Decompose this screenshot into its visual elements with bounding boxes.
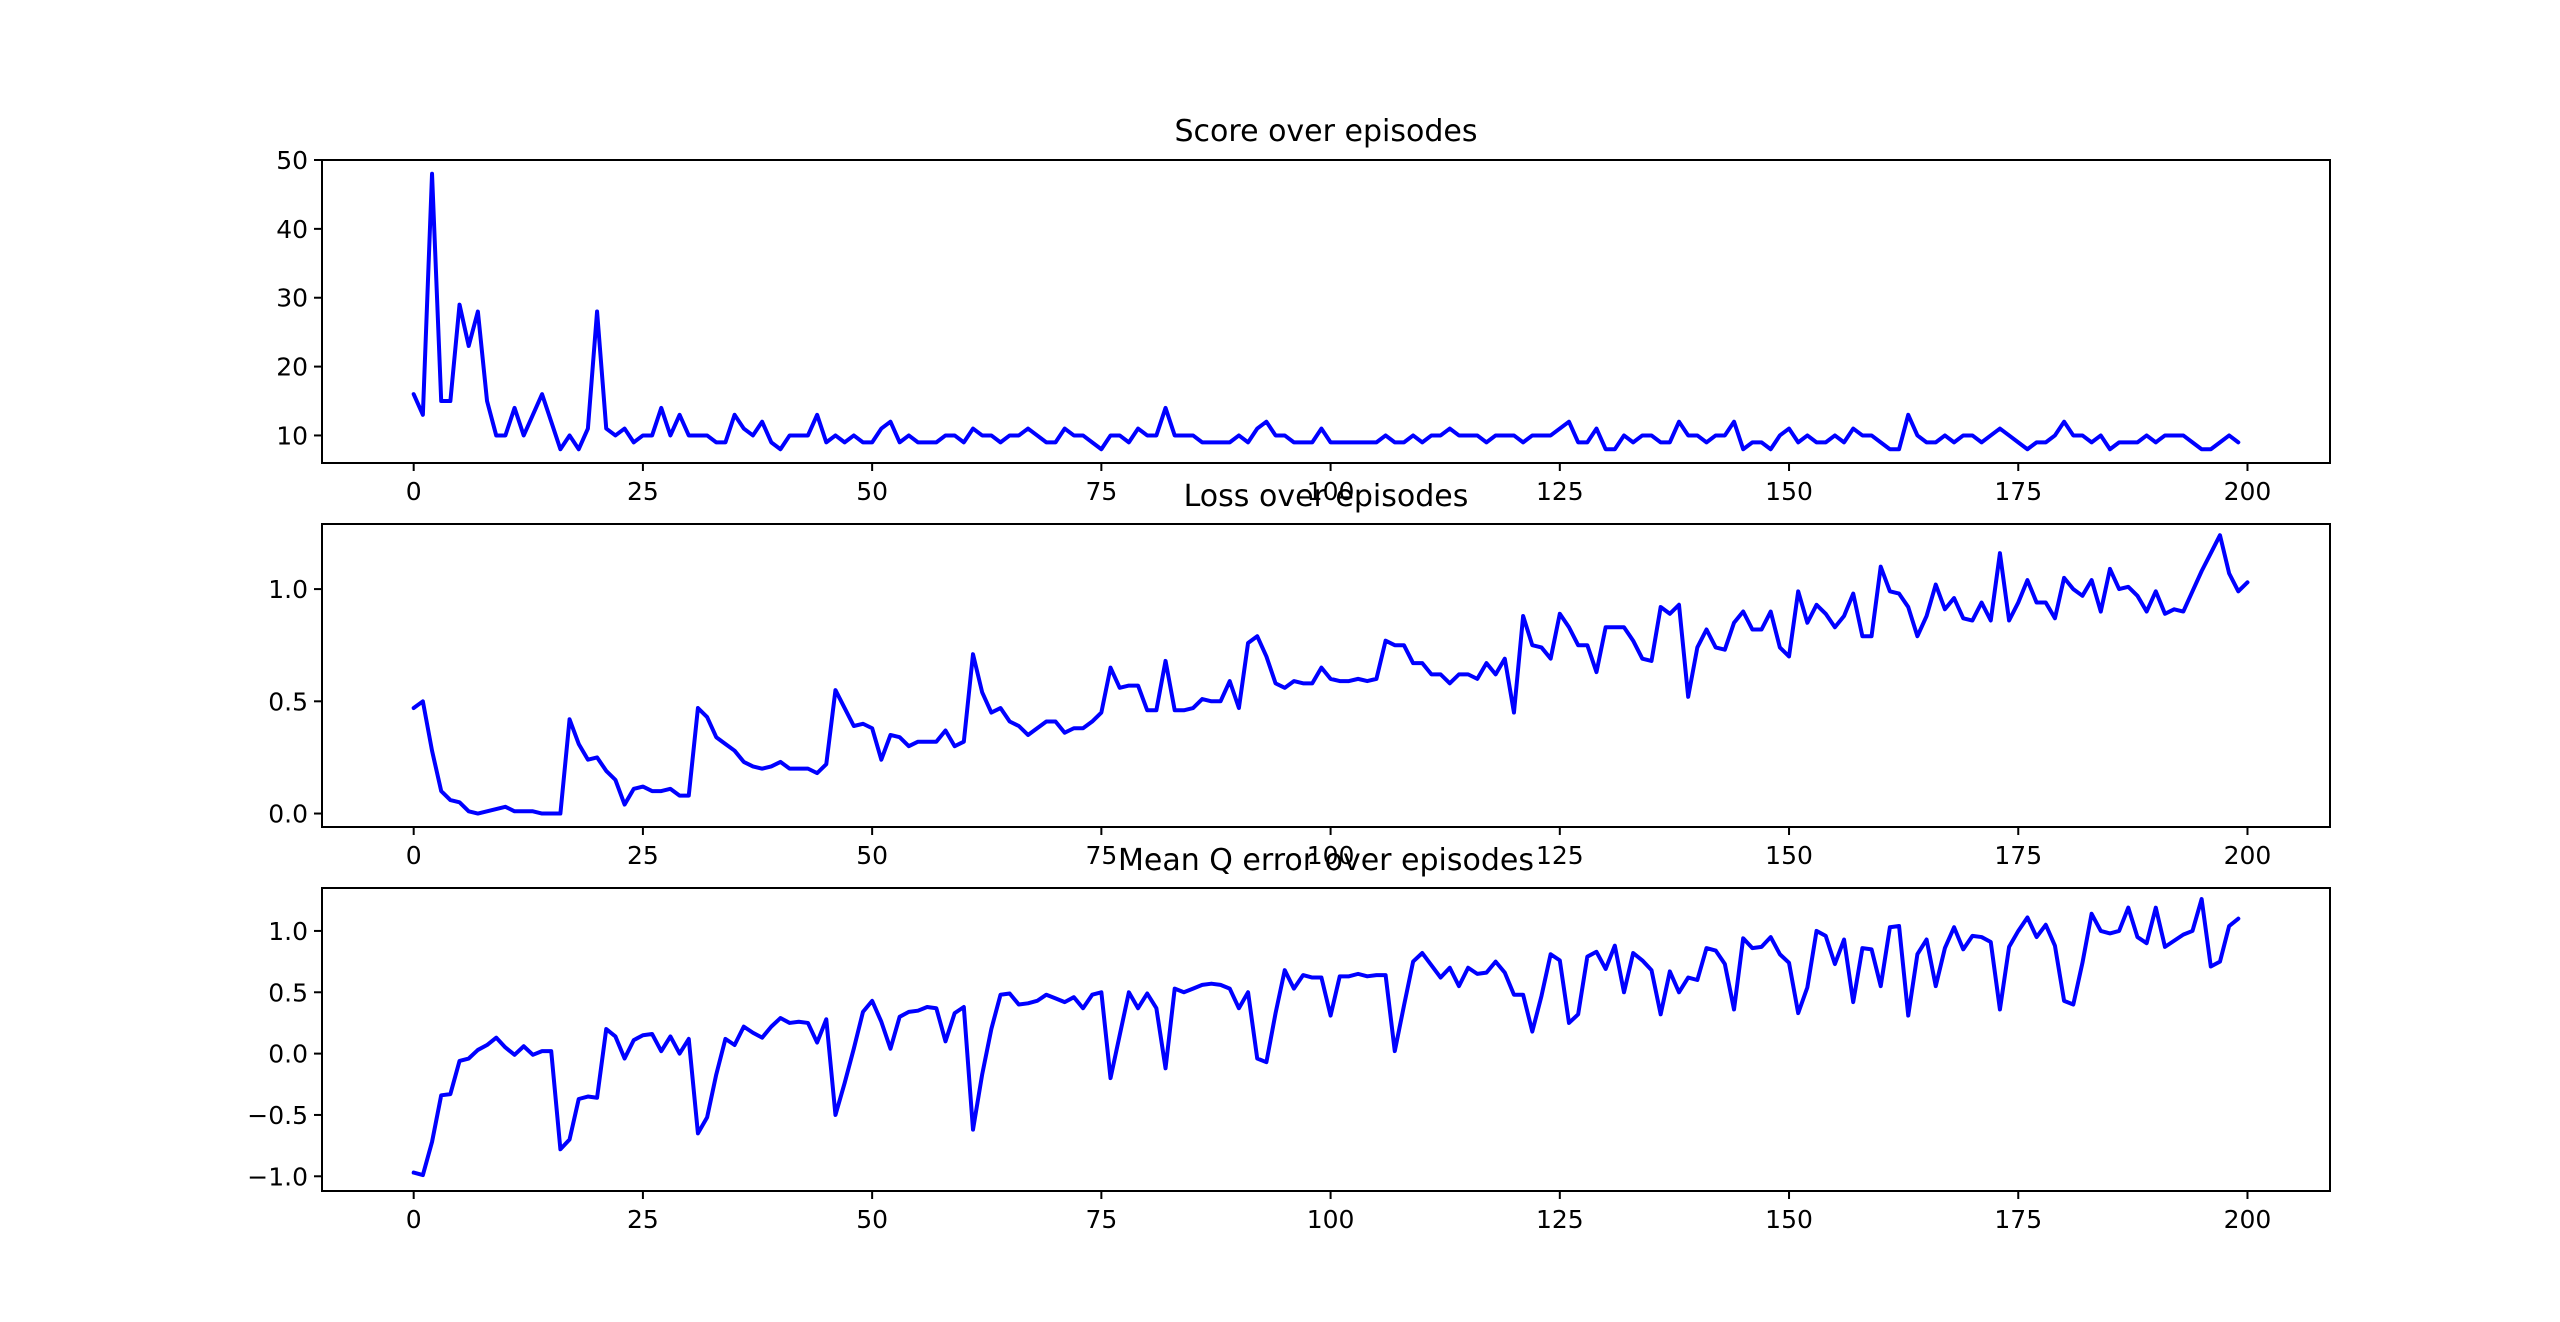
loss-x-tick-label: 50 bbox=[856, 841, 888, 870]
mean-q-error-x-tick-label: 100 bbox=[1307, 1205, 1355, 1234]
mean-q-error-chart-frame bbox=[321, 887, 2331, 1192]
mean-q-error-chart-ticks: 0 25 50 75 100 125 150 175 200 −1.0 −0.5 0.0 0.5 1.0 bbox=[247, 917, 2271, 1234]
mean-q-error-y-tick-label: −1.0 bbox=[247, 1162, 308, 1191]
score-x-tick-label: 50 bbox=[856, 477, 888, 506]
loss-x-tick-label: 25 bbox=[627, 841, 659, 870]
loss-x-tick-label: 100 bbox=[1307, 841, 1355, 870]
loss-series-line bbox=[411, 533, 2250, 816]
score-y-tick-label: 50 bbox=[276, 146, 308, 175]
score-x-tick-label: 150 bbox=[1765, 477, 1813, 506]
score-x-tick-label: 200 bbox=[2224, 477, 2272, 506]
score-y-tick-label: 30 bbox=[276, 284, 308, 313]
score-x-tick-label: 25 bbox=[627, 477, 659, 506]
loss-x-tick-label: 125 bbox=[1536, 841, 1584, 870]
score-y-tick-label: 20 bbox=[276, 353, 308, 382]
mean-q-error-x-tick-label: 50 bbox=[856, 1205, 888, 1234]
score-y-tick-label: 10 bbox=[276, 421, 308, 450]
score-series-line bbox=[411, 171, 2241, 452]
mean-q-error-x-tick-label: 175 bbox=[1994, 1205, 2042, 1234]
mean-q-error-x-tick-label: 0 bbox=[406, 1205, 422, 1234]
mean-q-error-chart-panel: Mean Q error over episodes 0 25 50 75 100 125… bbox=[247, 843, 2331, 1234]
loss-x-tick-label: 75 bbox=[1085, 841, 1117, 870]
score-x-tick-label: 125 bbox=[1536, 477, 1584, 506]
mean-q-error-y-tick-label: 1.0 bbox=[268, 917, 308, 946]
mean-q-error-y-tick-label: 0.5 bbox=[268, 978, 308, 1007]
mean-q-error-x-tick-label: 25 bbox=[627, 1205, 659, 1234]
loss-chart-panel: Loss over episodes 0 25 50 75 100 125 150 175 20… bbox=[268, 479, 2331, 870]
mean-q-error-series-line bbox=[411, 897, 2241, 1178]
score-x-tick-label: 0 bbox=[406, 477, 422, 506]
mean-q-error-x-tick-label: 150 bbox=[1765, 1205, 1813, 1234]
loss-chart-frame bbox=[321, 523, 2331, 828]
mean-q-error-chart-title: Mean Q error over episodes bbox=[1118, 843, 1534, 878]
score-chart-frame bbox=[321, 159, 2331, 464]
mean-q-error-x-tick-label: 125 bbox=[1536, 1205, 1584, 1234]
mean-q-error-x-tick-label: 75 bbox=[1085, 1205, 1117, 1234]
score-chart-panel: Score over episodes 0 25 50 75 100 125 150 175 2… bbox=[276, 114, 2331, 506]
score-x-tick-label: 100 bbox=[1307, 477, 1355, 506]
loss-x-tick-label: 0 bbox=[406, 841, 422, 870]
score-chart-title: Score over episodes bbox=[1175, 114, 1478, 149]
score-y-tick-label: 40 bbox=[276, 215, 308, 244]
score-x-tick-label: 175 bbox=[1994, 477, 2042, 506]
loss-chart-ticks: 0 25 50 75 100 125 150 175 200 0.0 0.5 1.0 bbox=[268, 575, 2271, 870]
loss-x-tick-label: 200 bbox=[2224, 841, 2272, 870]
loss-y-tick-label: 0.5 bbox=[268, 687, 308, 716]
loss-x-tick-label: 150 bbox=[1765, 841, 1813, 870]
score-chart-ticks: 0 25 50 75 100 125 150 175 200 10 20 30 40 50 bbox=[276, 146, 2271, 506]
loss-y-tick-label: 1.0 bbox=[268, 575, 308, 604]
mean-q-error-x-tick-label: 200 bbox=[2224, 1205, 2272, 1234]
loss-y-tick-label: 0.0 bbox=[268, 800, 308, 829]
mean-q-error-y-tick-label: 0.0 bbox=[268, 1040, 308, 1069]
score-x-tick-label: 75 bbox=[1085, 477, 1117, 506]
loss-chart-title: Loss over episodes bbox=[1184, 479, 1469, 514]
mean-q-error-y-tick-label: −0.5 bbox=[247, 1101, 308, 1130]
loss-x-tick-label: 175 bbox=[1994, 841, 2042, 870]
